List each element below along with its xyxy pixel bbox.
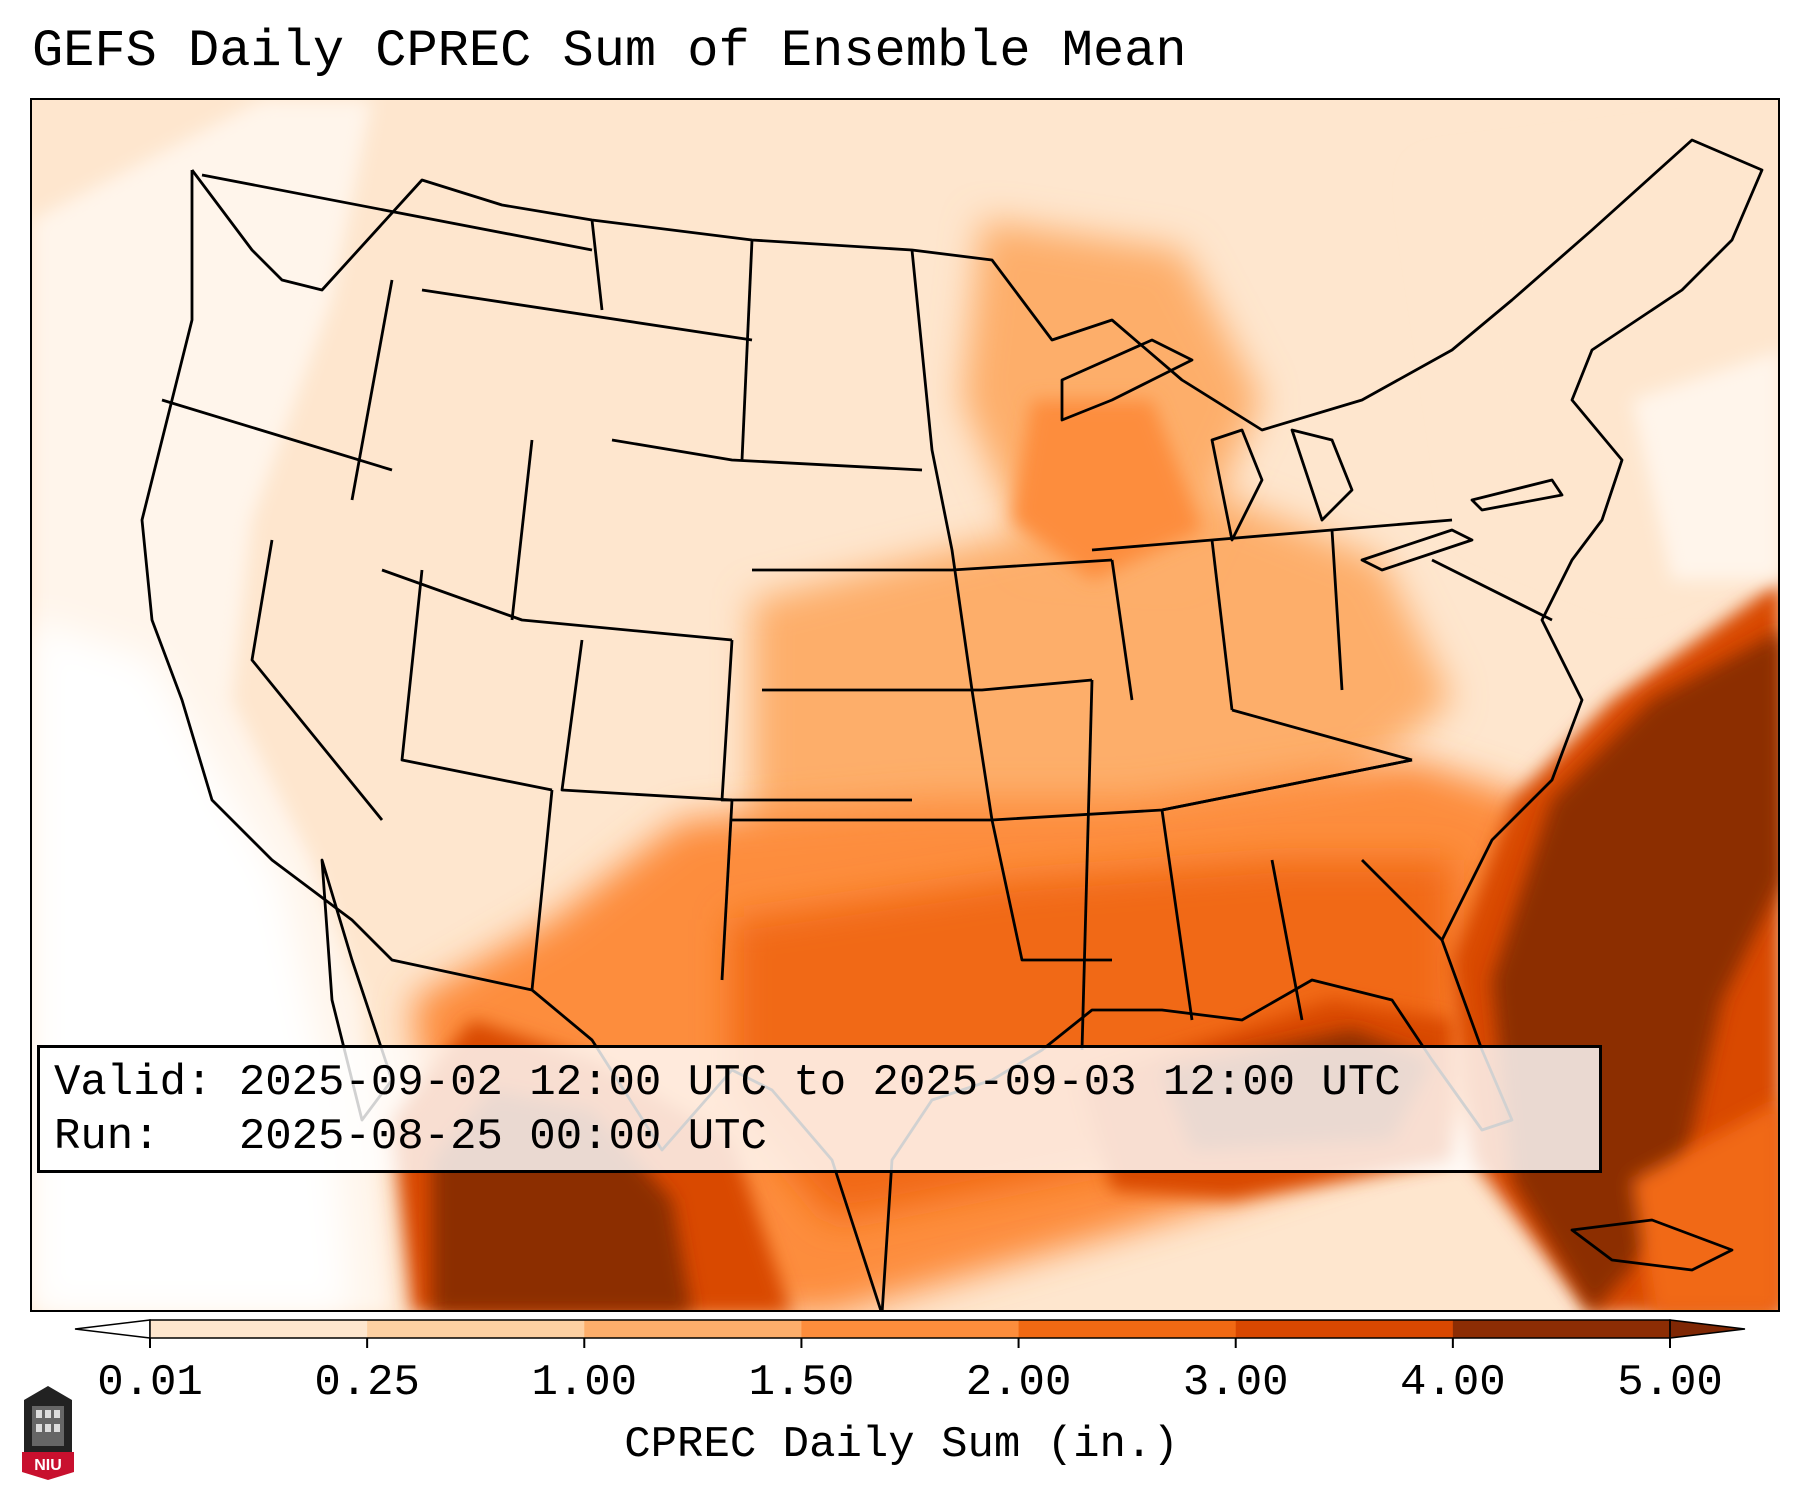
colorbar-segment bbox=[584, 1320, 802, 1338]
colorbar-segment bbox=[150, 1320, 368, 1338]
colorbar-tick-label: 2.00 bbox=[965, 1358, 1072, 1408]
colorbar-segment bbox=[1235, 1320, 1454, 1338]
colorbar-over-extension bbox=[1669, 1319, 1746, 1339]
colorbar-outline bbox=[149, 1319, 1671, 1339]
colorbar-segment bbox=[1018, 1320, 1237, 1338]
valid-value: 2025-09-02 12:00 UTC to 2025-09-03 12:00… bbox=[238, 1058, 1401, 1108]
colorbar-segment bbox=[367, 1320, 585, 1338]
colorbar-segment bbox=[801, 1320, 1020, 1338]
valid-run-info-box: Valid: 2025-09-02 12:00 UTC to 2025-09-0… bbox=[37, 1045, 1602, 1173]
run-value: 2025-08-25 00:00 UTC bbox=[238, 1112, 767, 1162]
colorbar-ticks bbox=[149, 1338, 1671, 1348]
niu-logo-icon: NIU bbox=[22, 1386, 74, 1480]
colorbar bbox=[74, 1319, 1746, 1348]
valid-line: Valid: 2025-09-02 12:00 UTC to 2025-09-0… bbox=[54, 1056, 1585, 1110]
colorbar-tick-label: 0.25 bbox=[314, 1358, 420, 1408]
colorbar-tick-label: 4.00 bbox=[1400, 1358, 1506, 1408]
niu-logo-text: NIU bbox=[34, 1457, 62, 1474]
valid-label: Valid: bbox=[54, 1058, 213, 1108]
colorbar-segments bbox=[74, 1319, 1746, 1339]
colorbar-tick-label: 5.00 bbox=[1617, 1358, 1723, 1408]
run-line: Run: 2025-08-25 00:00 UTC bbox=[54, 1110, 1585, 1164]
colorbar-tick-label: 1.00 bbox=[531, 1358, 638, 1408]
run-label: Run: bbox=[54, 1112, 160, 1162]
colorbar-under-extension bbox=[74, 1319, 151, 1339]
map-title: GEFS Daily CPREC Sum of Ensemble Mean bbox=[32, 22, 1187, 81]
colorbar-segment bbox=[1452, 1320, 1671, 1338]
colorbar-title: CPREC Daily Sum (in.) bbox=[624, 1420, 1179, 1470]
colorbar-tick-label: 1.50 bbox=[748, 1358, 855, 1408]
colorbar-tick-label: 0.01 bbox=[97, 1358, 203, 1408]
colorbar-tick-label: 3.00 bbox=[1182, 1358, 1289, 1408]
